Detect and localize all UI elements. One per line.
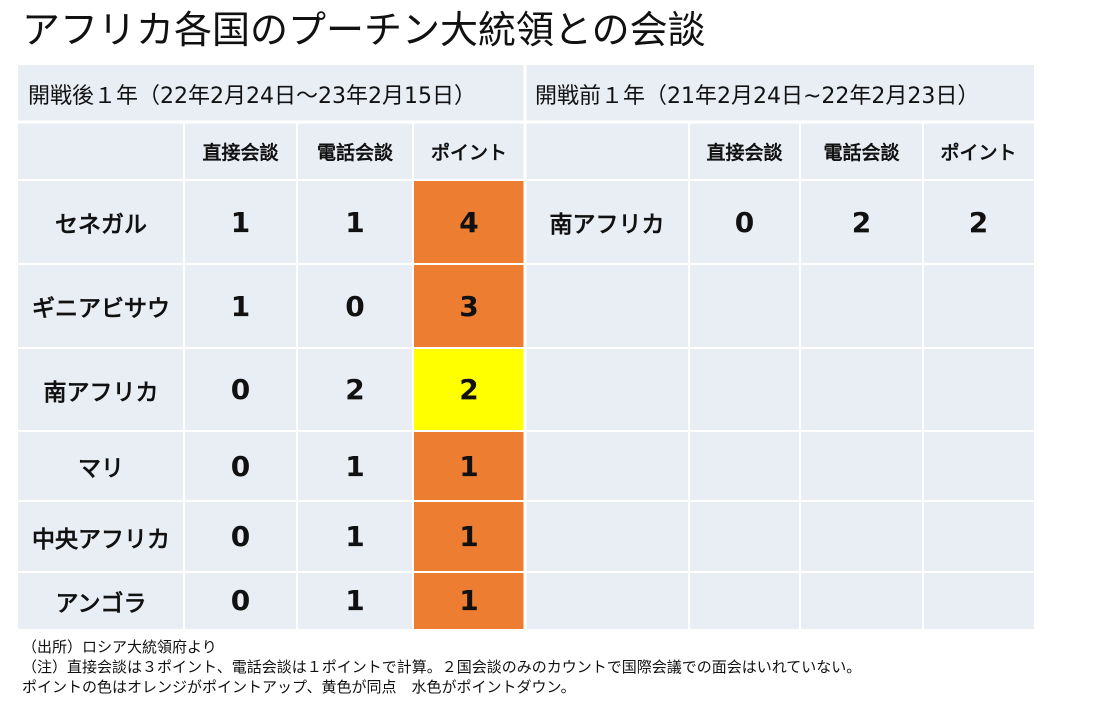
- notes: （出所）ロシア大統領府より （注）直接会談は３ポイント、電話会談は１ポイントで計…: [22, 637, 861, 697]
- period-header: 開戦前１年（21年2月24日~22年2月23日）: [535, 83, 980, 109]
- period-header: 開戦後１年（22年2月24日～23年2月15日）: [28, 83, 476, 109]
- points-cell: 2: [413, 348, 525, 431]
- country-cell: セネガル: [55, 212, 147, 238]
- source-note: （出所）ロシア大統領府より: [22, 638, 217, 656]
- column-header: 電話会談: [823, 141, 900, 164]
- direct-meetings-cell: 0: [230, 520, 251, 553]
- country-cell: 中央アフリカ: [32, 526, 170, 553]
- phone-calls-cell: 1: [345, 520, 365, 553]
- country-cell: 南アフリカ: [549, 212, 665, 238]
- column-header: 直接会談: [706, 141, 783, 164]
- color-note: ポイントの色はオレンジがポイントアップ、黄色が同点 水色がポイントダウン。: [22, 678, 576, 696]
- points-cell: 1: [413, 431, 525, 501]
- column-header: ポイント: [940, 141, 1017, 164]
- phone-calls-cell: 0: [345, 289, 365, 323]
- points-cell: 2: [968, 205, 989, 239]
- phone-calls-cell: 1: [345, 584, 365, 617]
- points-cell: 4: [413, 180, 525, 264]
- country-cell: アンゴラ: [55, 590, 147, 617]
- meetings-table: 開戦後１年（22年2月24日～23年2月15日） 直接会談 電話会談 ポイントセネガル…: [18, 65, 1034, 629]
- country-cell: 南アフリカ: [43, 379, 159, 406]
- phone-calls-cell: 2: [851, 205, 872, 239]
- direct-meetings-cell: 0: [734, 205, 755, 239]
- points-cell: 3: [413, 264, 525, 348]
- phone-calls-cell: 2: [345, 373, 365, 406]
- phone-calls-cell: 1: [345, 449, 365, 483]
- phone-calls-cell: 1: [345, 205, 365, 239]
- direct-meetings-cell: 1: [230, 289, 251, 323]
- column-header: ポイント: [430, 141, 507, 164]
- direct-meetings-cell: 1: [230, 205, 251, 239]
- method-note: （注）直接会談は３ポイント、電話会談は１ポイントで計算。２国会談のみのカウントで…: [22, 658, 862, 676]
- direct-meetings-cell: 0: [230, 373, 251, 406]
- column-header: 電話会談: [316, 141, 393, 164]
- page-title: アフリカ各国のプーチン大統領との会談: [22, 8, 706, 52]
- direct-meetings-cell: 0: [230, 449, 251, 483]
- country-cell: ギニアビサウ: [32, 296, 170, 322]
- column-header: 直接会談: [202, 141, 279, 164]
- points-cell: 1: [413, 572, 525, 629]
- points-cell: 1: [413, 501, 525, 572]
- country-cell: マリ: [78, 456, 124, 482]
- direct-meetings-cell: 0: [230, 584, 251, 617]
